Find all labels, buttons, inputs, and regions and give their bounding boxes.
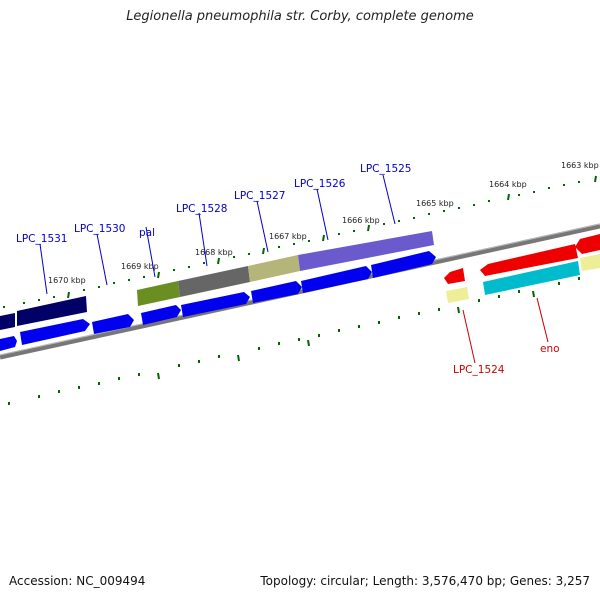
feature-LPC_1531 <box>17 296 87 326</box>
feature-LPC_1527 <box>248 255 300 282</box>
inner-major-ticks <box>157 290 535 380</box>
gene-labels-forward: LPC_1531 LPC_1530 pal LPC_1528 LPC_1527 … <box>16 163 412 245</box>
gene-label-LPC_1528[interactable]: LPC_1528 <box>176 203 228 215</box>
backbone-line <box>0 223 600 360</box>
inner-scale-dots <box>8 277 580 405</box>
gene-label-LPC_1530[interactable]: LPC_1530 <box>74 223 126 235</box>
feature-pal <box>137 281 180 306</box>
genome-summary-text: Topology: circular; Length: 3,576,470 bp… <box>260 574 590 588</box>
tick-label: 1663 kbp <box>561 161 599 170</box>
features-reverse <box>444 234 600 303</box>
tick-label: 1665 kbp <box>416 199 454 208</box>
tick-label: 1669 kbp <box>121 262 159 271</box>
feature-LPC_1526 <box>298 231 434 271</box>
gene-label-LPC_1531[interactable]: LPC_1531 <box>16 233 68 245</box>
scale-tick-labels: 1670 kbp 1669 kbp 1668 kbp 1667 kbp 1666… <box>48 161 599 285</box>
gene-label-eno[interactable]: eno <box>540 343 560 355</box>
feature-LPC_1524 <box>444 268 465 284</box>
feature-band-forward <box>0 231 434 330</box>
gene-label-LPC_1524[interactable]: LPC_1524 <box>453 364 505 376</box>
gene-label-pal[interactable]: pal <box>139 227 155 239</box>
outer-scale-dots <box>3 181 580 308</box>
accession-text: Accession: NC_009494 <box>9 574 146 588</box>
tick-label: 1664 kbp <box>489 180 527 189</box>
map-title: Legionella pneumophila str. Corby, compl… <box>126 9 474 24</box>
cds-arrows-forward <box>0 251 436 351</box>
tick-label: 1670 kbp <box>48 276 86 285</box>
tick-label: 1667 kbp <box>269 232 307 241</box>
tick-label: 1668 kbp <box>195 248 233 257</box>
label-leaders <box>39 174 549 364</box>
outer-major-ticks <box>67 175 597 299</box>
gene-labels-reverse: LPC_1524 eno <box>453 343 560 376</box>
tick-label: 1666 kbp <box>342 216 380 225</box>
feature-LPC_1528 <box>178 266 250 297</box>
gene-label-LPC_1526[interactable]: LPC_1526 <box>294 178 346 190</box>
gene-label-LPC_1527[interactable]: LPC_1527 <box>234 190 286 202</box>
feature-eno <box>480 244 578 276</box>
gene-label-LPC_1525[interactable]: LPC_1525 <box>360 163 412 175</box>
